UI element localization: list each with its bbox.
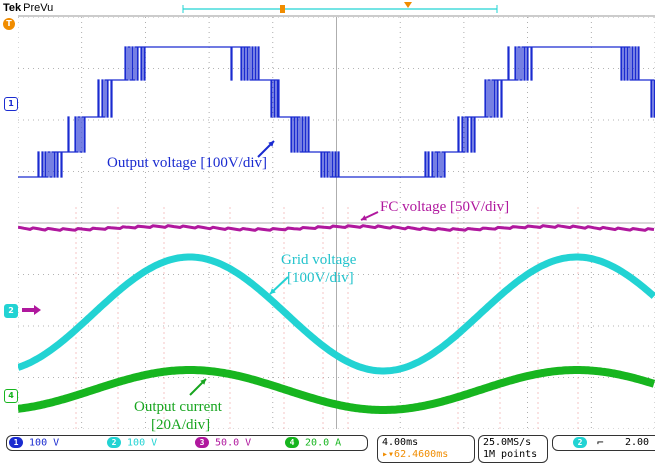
- trigger-position-marker: T: [3, 18, 15, 30]
- output-voltage-label: Output voltage [100V/div]: [107, 155, 267, 171]
- sample-rate: 25.0MS/s: [483, 437, 532, 448]
- ch4-scale-readout[interactable]: 4 20.0 A: [285, 437, 341, 449]
- fc-voltage-trace: [18, 224, 655, 232]
- fc-voltage-arrow-head: [361, 215, 367, 221]
- ch2-ground-marker: 2: [4, 304, 18, 318]
- time-per-div: 4.00ms: [382, 437, 419, 448]
- brand-label: Tek PreVu: [3, 2, 54, 14]
- output-current-trace: [18, 366, 655, 414]
- grid-lines: [18, 17, 655, 429]
- output-voltage-trace: [18, 46, 655, 178]
- acquisition-panel[interactable]: 25.0MS/s 1M points: [478, 435, 548, 463]
- top-status-bar: Tek PreVu: [0, 0, 655, 17]
- ch3-scale-readout[interactable]: 3 50.0 V: [195, 437, 251, 449]
- channel-scales-panel[interactable]: 1 100 V 2 100 V 3 50.0 V 4 20.0 A: [6, 435, 368, 451]
- ch4-ground-marker: 4: [4, 389, 18, 403]
- trigger-panel[interactable]: 2 ⌐ 2.00 V: [552, 435, 655, 451]
- ch2-pointer-icon: [22, 305, 41, 315]
- falling-edge-icon: ⌐: [597, 436, 604, 449]
- ch1-ground-marker: 1: [4, 97, 18, 111]
- grid-voltage-trace: [18, 253, 655, 375]
- bottom-status-bar: 1 100 V 2 100 V 3 50.0 V 4 20.0 A 4.00ms…: [0, 432, 655, 464]
- output-current-arrow-head: [200, 379, 206, 385]
- fc-voltage-label: FC voltage [50V/div]: [380, 199, 510, 215]
- grid-voltage-arrow-head: [270, 288, 276, 294]
- ch1-scale-readout[interactable]: 1 100 V: [9, 437, 59, 449]
- annotation-arrows: [189, 140, 379, 396]
- trigger-source: 2: [573, 437, 587, 449]
- ch2-scale-readout[interactable]: 2 100 V: [107, 437, 157, 449]
- timebase-panel[interactable]: 4.00ms ▸▾62.4600ms: [377, 435, 475, 463]
- output-voltage-arrow-head: [268, 141, 274, 147]
- trigger-position-readout: ▸▾62.4600ms: [382, 449, 449, 460]
- record-length: 1M points: [483, 449, 538, 460]
- graticule: [18, 17, 655, 429]
- trigger-position-icon: ▸▾: [382, 449, 395, 460]
- record-view-bar: [18, 2, 655, 17]
- trigger-level: 2.00 V: [625, 437, 655, 448]
- grid-voltage-label: Grid voltage [100V/div]: [281, 252, 357, 286]
- output-current-label: Output current [20A/div]: [134, 399, 222, 433]
